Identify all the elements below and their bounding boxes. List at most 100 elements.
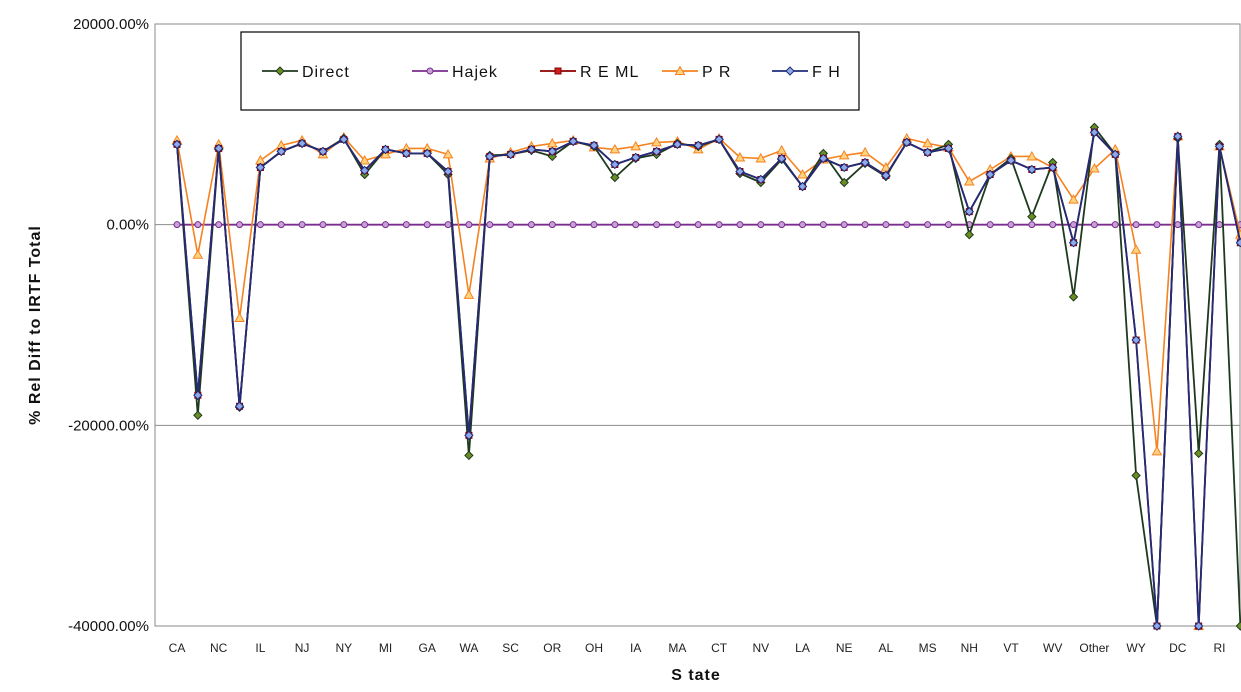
data-point-hajek — [194, 221, 202, 229]
x-tick-label: CA — [169, 641, 186, 655]
data-point-hajek — [924, 221, 932, 229]
data-point-hajek — [1153, 221, 1161, 229]
data-point-direct — [1235, 621, 1241, 631]
data-point-hajek — [611, 221, 619, 229]
data-point-fh — [735, 166, 745, 177]
x-tick-label: NC — [210, 641, 228, 655]
data-point-fh — [172, 139, 182, 150]
legend-label: P R — [702, 64, 731, 81]
data-point-fh — [276, 146, 286, 157]
data-point-fh — [1152, 621, 1162, 631]
x-tick-label: SC — [502, 641, 519, 655]
data-point-hajek — [1132, 221, 1140, 229]
data-point-fh — [785, 66, 795, 76]
data-point-hajek — [1070, 221, 1078, 229]
data-point-hajek — [1049, 221, 1057, 229]
data-point-fh — [902, 137, 912, 148]
data-point-hajek — [1216, 221, 1223, 229]
data-point-hajek — [1195, 221, 1203, 229]
data-point-fh — [943, 143, 954, 154]
data-point-hajek — [590, 221, 598, 229]
data-point-fh — [1047, 162, 1058, 173]
x-tick-label: NH — [961, 641, 978, 655]
x-axis-title: S tate — [671, 667, 721, 684]
legend-item-direct: Direct — [262, 64, 349, 81]
data-point-hajek — [465, 221, 473, 229]
data-point-hajek — [736, 221, 744, 229]
data-point-fh — [985, 169, 995, 180]
data-point-pr — [674, 65, 686, 75]
data-point-hajek — [1090, 221, 1098, 229]
data-point-pr — [838, 149, 850, 160]
data-point-direct — [1193, 448, 1204, 459]
x-tick-label: NY — [335, 641, 352, 655]
x-tick-label: IL — [255, 641, 265, 655]
data-point-pr — [1026, 150, 1038, 161]
y-tick-label: -20000.00% — [68, 417, 149, 434]
data-point-fh — [818, 153, 829, 164]
data-point-fh — [756, 174, 766, 185]
data-point-fh — [1131, 335, 1141, 345]
data-point-direct — [1027, 211, 1037, 222]
data-point-hajek — [402, 221, 410, 229]
data-point-pr — [859, 146, 871, 157]
data-point-hajek — [653, 221, 661, 229]
data-point-reml — [554, 67, 562, 75]
data-point-fh — [1027, 164, 1037, 175]
data-point-fh — [860, 157, 870, 168]
data-point-fh — [318, 146, 328, 157]
data-point-pr — [1068, 194, 1079, 204]
data-point-fh — [1089, 127, 1100, 138]
data-point-fh — [1006, 155, 1016, 166]
data-point-hajek — [632, 221, 640, 229]
series-hajek — [173, 221, 1241, 229]
data-point-fh — [339, 134, 349, 145]
data-point-fh — [839, 162, 849, 173]
data-point-hajek — [277, 221, 285, 229]
data-point-hajek — [1111, 221, 1119, 229]
data-point-direct — [610, 172, 620, 183]
plot-area-border — [154, 23, 1241, 627]
x-tick-label: WA — [459, 641, 478, 655]
data-point-hajek — [319, 221, 327, 229]
legend: Direct Hajek R E ML P R F H — [240, 31, 860, 111]
data-point-fh — [672, 139, 683, 150]
data-point-direct — [464, 450, 474, 461]
x-tick-label: Other — [1079, 641, 1109, 655]
data-point-hajek — [1028, 221, 1036, 229]
data-point-fh — [505, 149, 516, 160]
x-tick-label: GA — [419, 641, 436, 655]
data-point-fh — [547, 146, 558, 157]
data-point-hajek — [778, 221, 786, 229]
data-point-hajek — [215, 221, 223, 229]
data-point-direct — [1131, 470, 1141, 481]
data-point-hajek — [382, 221, 389, 229]
y-tick-label: 0.00% — [106, 217, 149, 234]
data-point-pr — [1089, 162, 1100, 173]
data-point-fh — [1110, 149, 1120, 160]
data-point-hajek — [507, 221, 515, 229]
data-point-fh — [234, 401, 245, 411]
x-tick-label: LA — [795, 641, 810, 655]
data-point-hajek — [673, 221, 681, 229]
data-point-hajek — [861, 221, 869, 229]
data-point-fh — [1193, 621, 1204, 631]
data-point-pr — [630, 140, 642, 151]
data-point-fh — [1214, 141, 1225, 152]
legend-item-hajek: Hajek — [412, 64, 497, 81]
data-point-hajek — [256, 221, 264, 229]
data-point-hajek — [840, 221, 848, 229]
data-point-pr — [755, 152, 767, 163]
x-tick-label: MI — [379, 641, 392, 655]
data-point-pr — [734, 151, 746, 162]
data-point-fh — [1068, 238, 1079, 248]
data-point-hajek — [527, 221, 535, 229]
data-point-fh — [401, 148, 412, 159]
data-point-fh — [714, 134, 724, 145]
data-point-hajek — [486, 221, 494, 229]
data-point-direct — [839, 177, 849, 188]
data-point-hajek — [944, 221, 952, 229]
legend-item-pr: P R — [662, 64, 731, 81]
data-point-fh — [193, 390, 203, 400]
